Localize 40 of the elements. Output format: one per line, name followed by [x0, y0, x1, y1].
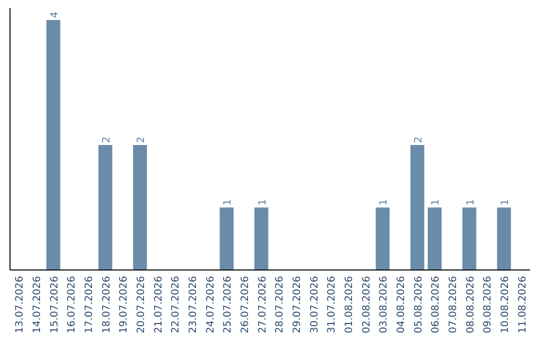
x-tick-label: 29.07.2026 — [292, 276, 303, 334]
x-tick-label: 16.07.2026 — [66, 276, 78, 334]
data-label: 4 — [49, 12, 60, 18]
x-tick-label: 20.07.2026 — [136, 276, 147, 334]
x-tick-label: 03.08.2026 — [378, 276, 390, 334]
x-tick-label: 26.07.2026 — [240, 276, 251, 334]
x-tick-label: 14.07.2026 — [32, 276, 43, 334]
x-tick-label: 25.07.2026 — [222, 276, 234, 334]
x-tick-label: 28.07.2026 — [274, 276, 286, 334]
data-label: 1 — [465, 199, 476, 206]
x-tick-label: 06.08.2026 — [430, 276, 442, 334]
x-tick-label: 11.08.2026 — [517, 276, 528, 334]
x-tick-label: 27.07.2026 — [257, 276, 268, 334]
x-tick-label: 17.07.2026 — [84, 276, 95, 334]
data-label: 1 — [378, 199, 390, 206]
x-tick-label: 08.08.2026 — [465, 276, 476, 334]
data-label: 2 — [101, 136, 112, 143]
x-tick-label: 01.08.2026 — [344, 276, 355, 334]
x-tick-label: 31.07.2026 — [326, 276, 338, 334]
x-tick-label: 15.07.2026 — [49, 276, 60, 334]
x-tick-label: 02.08.2026 — [361, 276, 372, 334]
x-tick-label: 04.08.2026 — [396, 276, 407, 334]
x-tick-label: 22.07.2026 — [170, 276, 182, 334]
data-label: 2 — [136, 136, 147, 143]
x-tick-label: 09.08.2026 — [482, 276, 494, 334]
data-label: 1 — [222, 199, 234, 206]
x-tick-label: 07.08.2026 — [448, 276, 459, 334]
data-label: 1 — [257, 199, 268, 206]
data-label: 2 — [413, 136, 424, 143]
x-tick-label: 05.08.2026 — [413, 276, 424, 334]
x-tick-label: 30.07.2026 — [309, 276, 320, 334]
x-tick-label: 21.07.2026 — [153, 276, 164, 334]
x-tick-label: 19.07.2026 — [118, 276, 130, 334]
x-tick-label: 23.07.2026 — [188, 276, 199, 334]
data-label: 1 — [430, 199, 442, 206]
x-tick-label: 18.07.2026 — [101, 276, 112, 334]
data-label: 1 — [500, 199, 511, 206]
x-tick-label: 10.08.2026 — [500, 276, 511, 334]
x-tick-label: 13.07.2026 — [14, 276, 26, 334]
x-tick-label: 24.07.2026 — [205, 276, 216, 334]
